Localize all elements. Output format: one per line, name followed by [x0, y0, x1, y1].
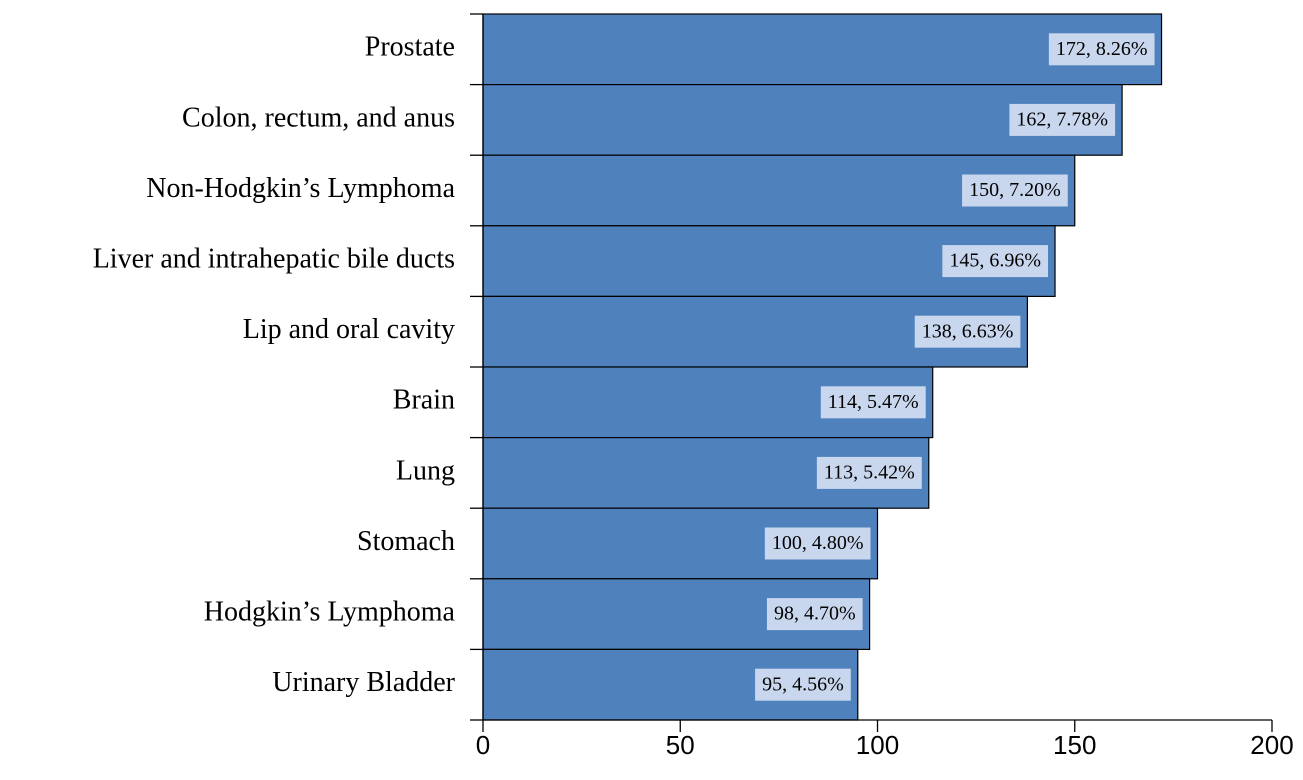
value-label: 100, 4.80%	[772, 532, 864, 554]
x-tick-label: 150	[1053, 730, 1096, 760]
x-tick-label: 200	[1250, 730, 1293, 760]
x-tick-label: 100	[856, 730, 899, 760]
y-tick-label: Colon, rectum, and anus	[182, 102, 455, 133]
value-label-box	[942, 245, 1049, 278]
value-label-box	[914, 315, 1021, 348]
value-label-box	[962, 174, 1068, 207]
y-tick-label: Lung	[396, 455, 455, 486]
value-label: 172, 8.26%	[1056, 38, 1148, 60]
value-label: 138, 6.63%	[922, 320, 1014, 342]
y-tick-label: Stomach	[357, 526, 455, 557]
value-label: 95, 4.56%	[762, 673, 844, 695]
bar	[482, 13, 1163, 86]
value-label-box	[755, 668, 851, 701]
value-label: 113, 5.42%	[824, 461, 915, 483]
value-label-box	[766, 598, 863, 631]
value-label: 145, 6.96%	[949, 250, 1041, 272]
x-tick-label: 0	[476, 730, 490, 760]
y-tick-label: Brain	[393, 385, 455, 416]
y-tick-label: Urinary Bladder	[272, 667, 455, 698]
value-label-box	[820, 386, 926, 419]
y-tick-label: Non-Hodgkin’s Lymphoma	[146, 173, 455, 204]
value-label-box	[816, 456, 922, 489]
value-label: 162, 7.78%	[1016, 108, 1108, 130]
value-label: 150, 7.20%	[969, 179, 1061, 201]
value-label-box	[764, 527, 871, 560]
value-label: 114, 5.47%	[828, 391, 919, 413]
value-label-box	[1048, 33, 1155, 66]
y-tick-label: Prostate	[365, 32, 455, 63]
y-tick-label: Liver and intrahepatic bile ducts	[93, 244, 455, 275]
y-tick-label: Hodgkin’s Lymphoma	[204, 597, 456, 628]
value-label: 98, 4.70%	[774, 603, 856, 625]
x-tick-label: 50	[666, 730, 695, 760]
value-label-box	[1009, 103, 1116, 136]
y-tick-label: Lip and oral cavity	[243, 314, 455, 345]
